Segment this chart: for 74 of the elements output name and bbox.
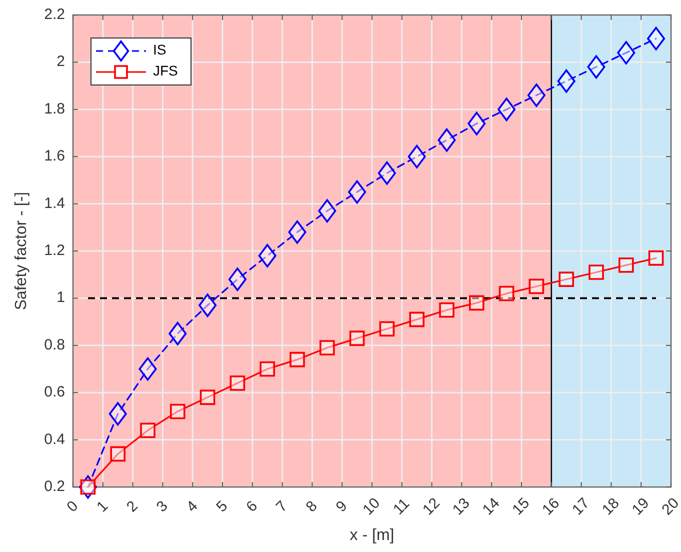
- y-tick-label: 2.2: [44, 6, 65, 23]
- x-tick-label: 7: [272, 498, 291, 516]
- point: [528, 278, 544, 294]
- y-tick-label: 1.4: [44, 194, 65, 212]
- point: [648, 250, 664, 266]
- x-tick-label: 11: [390, 495, 414, 518]
- point: [379, 321, 395, 337]
- point: [588, 264, 604, 280]
- point: [228, 268, 246, 292]
- point: [408, 144, 426, 168]
- x-tick-label: 15: [509, 494, 534, 519]
- x-tick-label: 12: [420, 494, 444, 519]
- x-tick-label: 2: [123, 498, 142, 516]
- x-axis-title: x - [m]: [350, 527, 394, 544]
- point: [438, 128, 456, 152]
- point: [557, 69, 576, 93]
- point: [200, 390, 216, 405]
- y-tick-label: 2: [56, 53, 65, 70]
- point: [468, 112, 486, 136]
- x-tick-label: 3: [153, 498, 172, 516]
- y-tick-label: 1: [56, 289, 65, 306]
- point: [320, 340, 335, 356]
- y-tick-label: 0.2: [44, 478, 65, 495]
- point: [170, 404, 186, 420]
- point: [647, 26, 666, 50]
- x-tick-label: 17: [569, 494, 593, 519]
- point: [618, 258, 634, 273]
- point: [439, 302, 454, 318]
- point: [290, 352, 305, 368]
- x-tick-label: 19: [628, 494, 653, 519]
- point: [288, 220, 306, 244]
- x-tick-label: 8: [302, 498, 321, 516]
- x-tick-label: 20: [658, 494, 681, 519]
- x-tick-label: 13: [449, 494, 474, 519]
- legend-label: JFS: [153, 62, 178, 79]
- point: [349, 330, 365, 346]
- point: [198, 294, 217, 317]
- point: [348, 180, 366, 204]
- point: [409, 312, 424, 328]
- x-tick-label: 10: [360, 494, 384, 519]
- point: [587, 55, 606, 79]
- x-tick-label: 6: [243, 498, 261, 516]
- x-tick-label: 4: [183, 498, 202, 516]
- point: [318, 199, 336, 223]
- point: [258, 244, 276, 268]
- x-tick-label: 18: [598, 494, 623, 519]
- point: [108, 402, 127, 426]
- point: [558, 272, 574, 287]
- point: [168, 322, 187, 346]
- point: [498, 286, 514, 302]
- y-tick-label: 0.6: [44, 384, 65, 401]
- x-tick-label: 0: [64, 498, 82, 516]
- y-axis-title: Safety factor - [-]: [13, 192, 30, 310]
- y-tick-label: 0.4: [44, 430, 65, 448]
- y-tick-label: 1.2: [44, 242, 65, 259]
- x-tick-label: 5: [213, 498, 232, 516]
- y-tick-label: 1.8: [44, 100, 65, 118]
- point: [498, 98, 516, 122]
- point: [617, 41, 636, 64]
- point: [527, 84, 546, 107]
- y-tick-label: 0.8: [44, 336, 65, 354]
- x-tick-label: 14: [479, 494, 504, 519]
- point: [230, 376, 246, 391]
- point: [469, 295, 484, 311]
- point: [378, 161, 396, 185]
- y-tick-label: 1.6: [44, 148, 65, 165]
- x-tick-label: 1: [94, 498, 112, 516]
- point: [260, 361, 275, 377]
- x-tick-label: 9: [332, 498, 351, 516]
- x-tick-label: 16: [539, 494, 563, 519]
- point: [110, 446, 126, 462]
- legend-label: IS: [153, 42, 166, 58]
- point: [140, 422, 156, 438]
- point: [138, 357, 157, 381]
